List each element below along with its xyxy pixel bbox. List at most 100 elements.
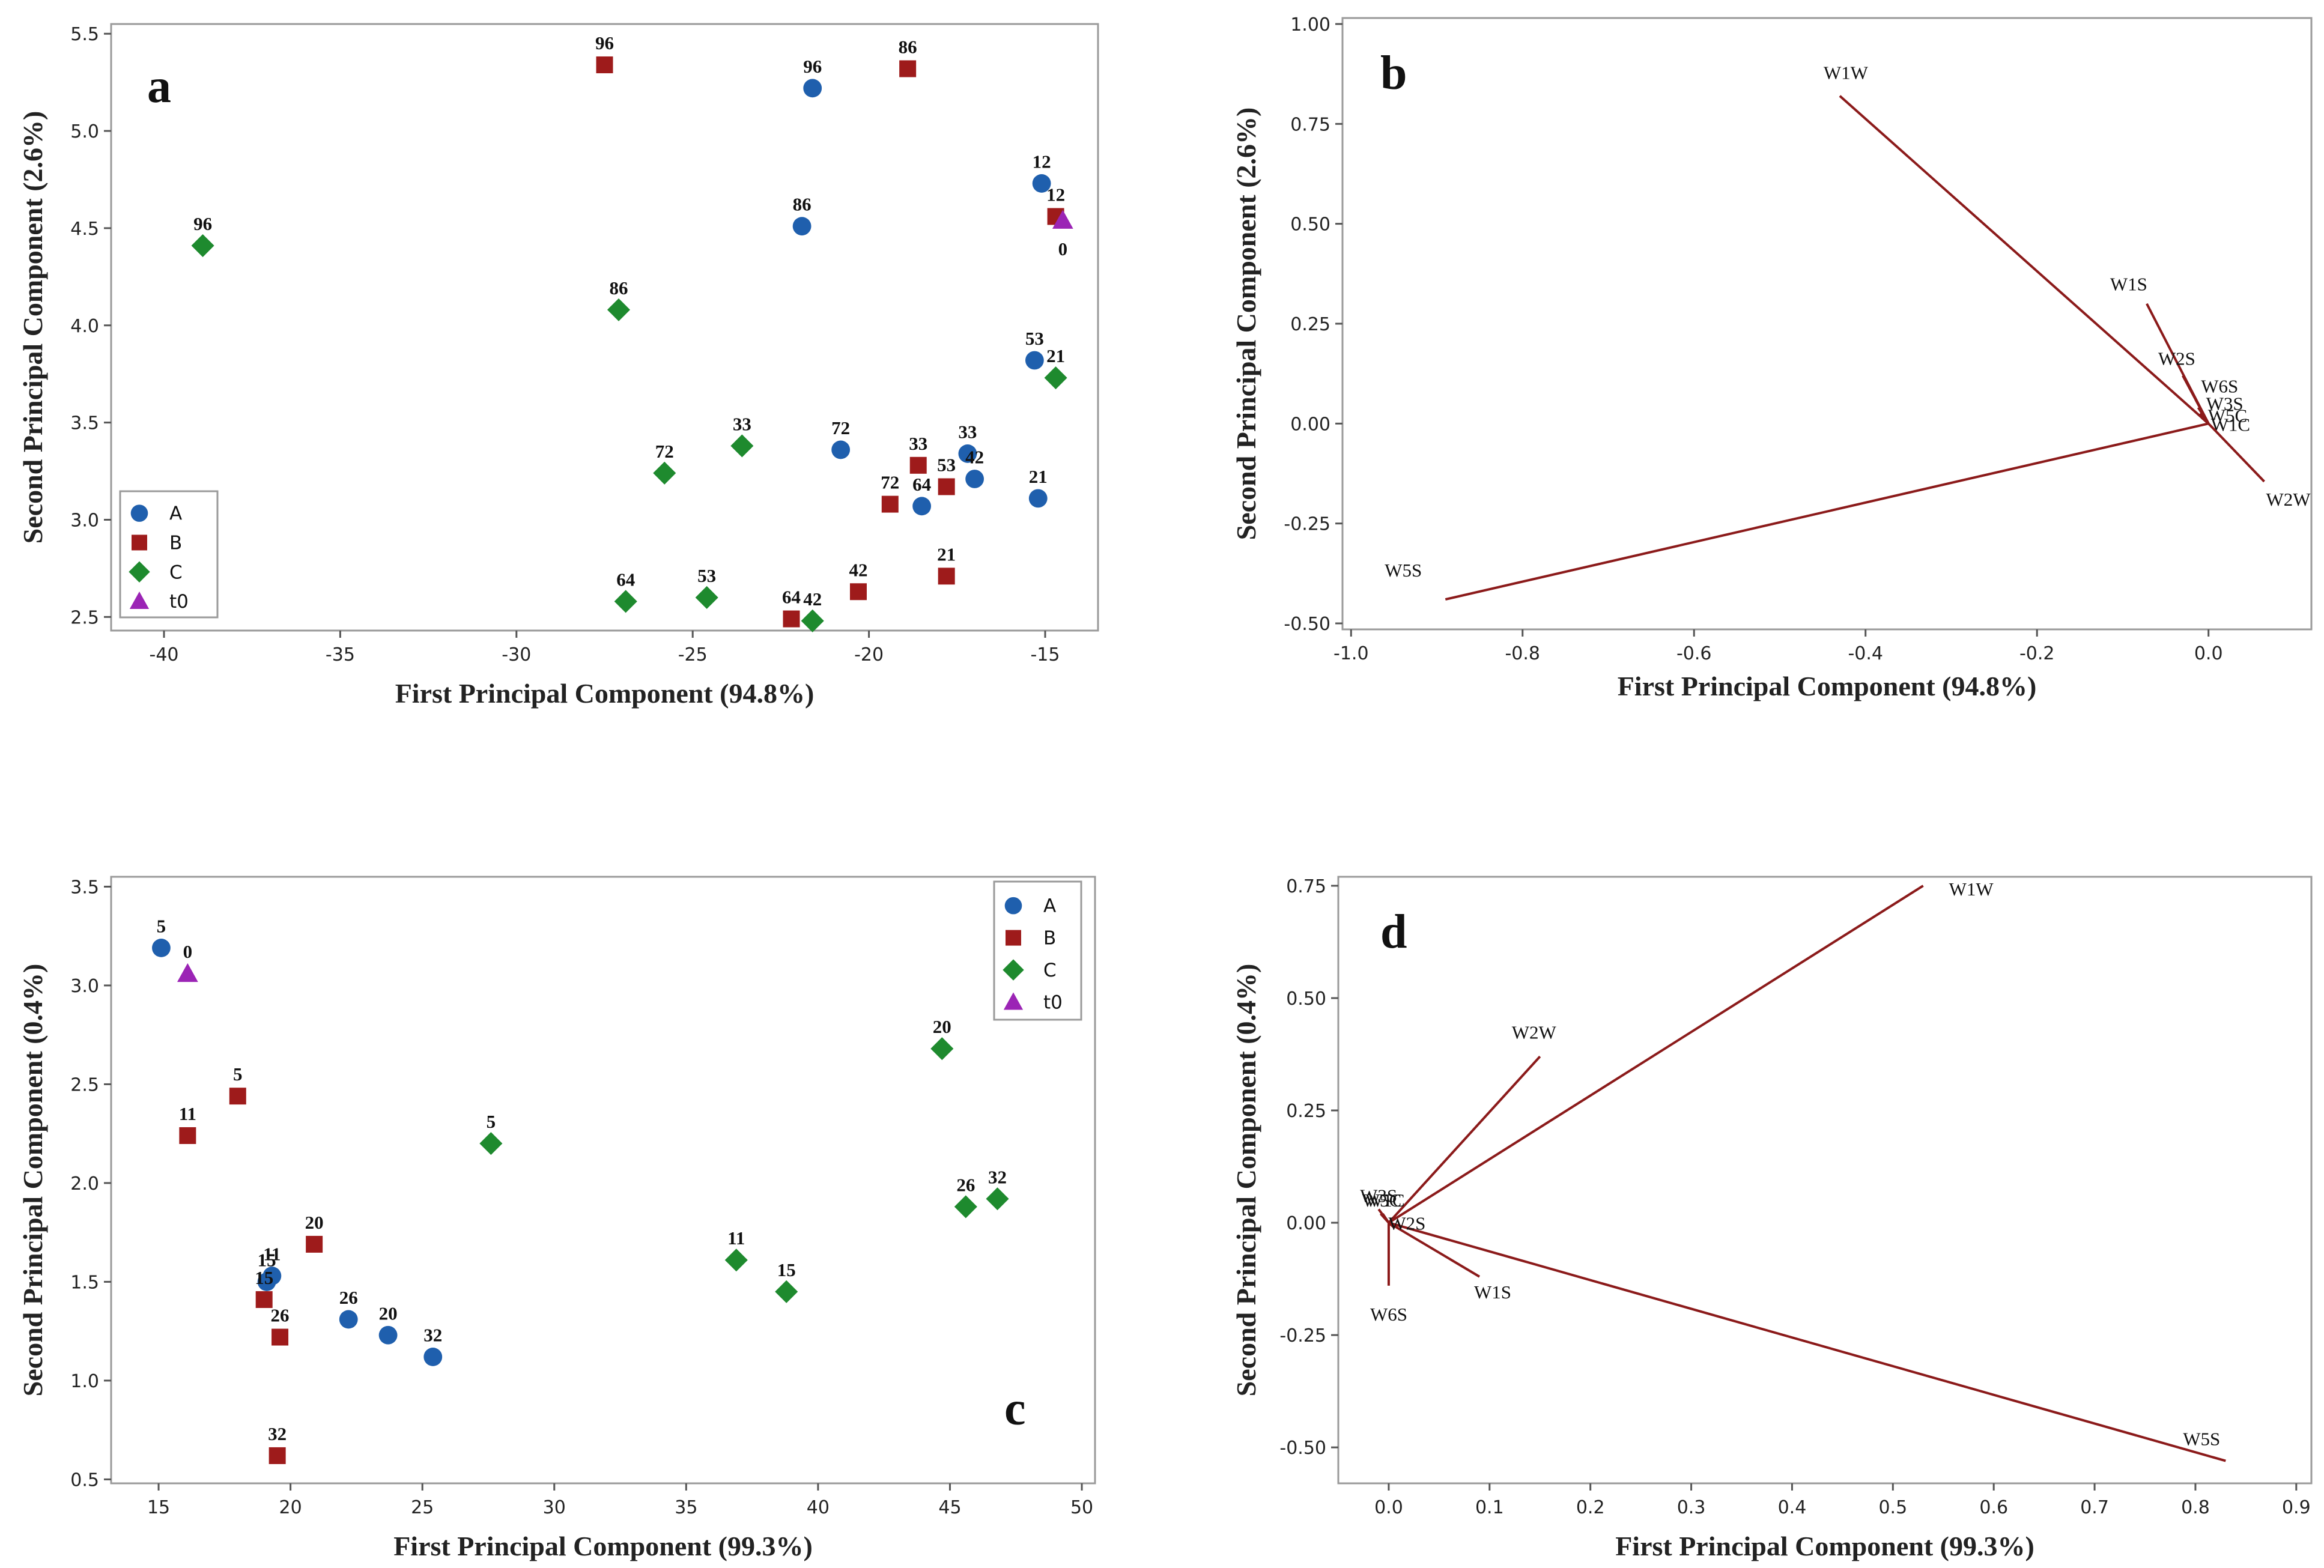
point-A	[1032, 174, 1051, 193]
y-tick-label: 1.5	[70, 1272, 99, 1293]
y-tick-label: 5.5	[70, 24, 99, 45]
x-tick-label: -0.4	[1848, 643, 1883, 664]
point-label: 20	[933, 1016, 951, 1037]
y-tick-label: 0.00	[1290, 414, 1330, 435]
series-B: 5 11 20 15 26 32	[179, 1064, 324, 1464]
y-tick-label: 4.5	[70, 219, 99, 240]
series-t0: 0	[177, 941, 198, 982]
x-tick-label: -25	[678, 644, 708, 665]
point-C	[930, 1037, 954, 1061]
series-C: 96 86 21 33 72 64 53 42	[191, 213, 1067, 632]
point-label: 11	[179, 1103, 196, 1124]
legend-entry-t0: t0	[169, 591, 189, 613]
y-tick-label: 2.0	[70, 1173, 99, 1194]
point-A	[1025, 351, 1044, 370]
x-tick-label: 30	[543, 1497, 566, 1518]
vector-label-W5S: W5S	[2183, 1429, 2220, 1450]
vector-W2W	[2207, 422, 2265, 483]
panel-c-axes: 15 20 25 30 35 40 45 500.51.01.52.02.53.03.5Fir…	[17, 876, 1096, 1561]
point-C	[614, 590, 637, 613]
panel-d-axes: 0.0 0.1 0.2 0.3 0.4 0.5 0.6 0.7 0.8 0.9 -0.50 -0.25…	[1231, 876, 2313, 1561]
point-C	[695, 586, 718, 610]
y-tick-label: -0.25	[1284, 514, 1330, 535]
point-A	[423, 1348, 443, 1366]
x-tick-label: -1.0	[1333, 643, 1369, 664]
plot-frame	[1337, 876, 2313, 1485]
vector-W1S	[1388, 1221, 1481, 1278]
vector-W5S	[1388, 1221, 2226, 1462]
point-label: 96	[595, 32, 614, 53]
point-C	[775, 1280, 798, 1303]
point-label: 96	[803, 56, 822, 77]
x-axis-label: First Principal Component (99.3%)	[393, 1531, 813, 1561]
vector-label-W2S: W2S	[2158, 348, 2195, 369]
vector-label-W1W: W1W	[1824, 62, 1869, 83]
point-label: 5	[233, 1064, 243, 1085]
x-axis-label: First Principal Component (94.8%)	[1618, 671, 2037, 701]
vector-label-W3S: W3S	[1360, 1185, 1397, 1206]
plot-frame	[110, 876, 1096, 1485]
x-axis-label: First Principal Component (94.8%)	[395, 678, 815, 709]
y-tick-label: 0.00	[1286, 1213, 1326, 1234]
y-tick-label: 2.5	[70, 607, 99, 628]
x-tick-label: 0.5	[1878, 1497, 1907, 1518]
point-label: 26	[339, 1287, 358, 1308]
vector-label-W5C: W5C	[2208, 405, 2247, 426]
x-tick-label: -30	[502, 644, 531, 665]
y-tick-label: 0.25	[1290, 314, 1330, 335]
point-C	[479, 1132, 503, 1155]
point-label: 21	[1029, 466, 1048, 487]
point-A	[958, 444, 977, 463]
x-tick-label: -20	[854, 644, 884, 665]
x-tick-label: 15	[147, 1497, 170, 1518]
point-C	[607, 298, 631, 321]
x-tick-label: 40	[807, 1497, 830, 1518]
point-label: 20	[379, 1303, 398, 1324]
point-B	[938, 478, 955, 495]
vector-label-W1W: W1W	[1949, 879, 1994, 900]
y-tick-label: 5.0	[70, 121, 99, 142]
vector-W2W	[1388, 1055, 1541, 1224]
series-t0: 0	[1052, 210, 1073, 259]
panel-letter: d	[1380, 906, 1407, 958]
point-C	[1044, 366, 1067, 390]
x-tick-label: 0.8	[2181, 1497, 2210, 1518]
point-label: 12	[1046, 184, 1065, 205]
legend-entry-t0: t0	[1043, 992, 1063, 1014]
point-label: 11	[727, 1227, 745, 1249]
x-tick-label: 0.6	[1979, 1497, 2008, 1518]
point-label: 12	[1033, 151, 1051, 172]
y-axis-label: Second Principal Component (2.6%)	[17, 111, 48, 544]
point-C	[730, 434, 754, 458]
point-label: 11	[263, 1244, 281, 1265]
point-label: 53	[697, 565, 716, 586]
x-tick-label: 50	[1070, 1497, 1093, 1518]
x-tick-label: 0.4	[1778, 1497, 1807, 1518]
x-tick-label: 35	[675, 1497, 697, 1518]
vector-W1C	[2200, 416, 2210, 425]
point-label: 0	[1058, 238, 1068, 259]
x-tick-label: 0.2	[1576, 1497, 1605, 1518]
vector-label-W6S: W6S	[1370, 1304, 1407, 1325]
vector-label-W6S: W6S	[2201, 375, 2238, 396]
point-label: 21	[937, 543, 956, 565]
panel-a-axes: -40 -35 -30 -25 -20 -15 2.5 3.0 3.5 4.0 4.5 5.0 5.5 F…	[17, 23, 1099, 709]
panel-letter: c	[1004, 1382, 1026, 1435]
x-tick-label: -0.2	[2019, 643, 2055, 664]
point-label: 86	[899, 36, 917, 57]
vector-label-W2W: W2W	[1512, 1022, 1557, 1043]
vector-label-W2W: W2W	[2266, 489, 2311, 510]
y-axis-label: Second Principal Component (0.4%)	[1231, 964, 1261, 1397]
vector-label-W1C: W1C	[1365, 1190, 1404, 1211]
point-B	[783, 610, 800, 628]
point-B	[306, 1235, 323, 1253]
series-C: 5 11 15 20 26 32	[479, 1016, 1009, 1303]
point-label: 15	[258, 1249, 276, 1270]
point-B	[899, 60, 917, 77]
point-C	[191, 234, 214, 258]
point-label: 5	[157, 915, 166, 936]
x-axis-label: First Principal Component (99.3%)	[1615, 1531, 2034, 1561]
y-tick-label: 0.50	[1290, 214, 1330, 235]
